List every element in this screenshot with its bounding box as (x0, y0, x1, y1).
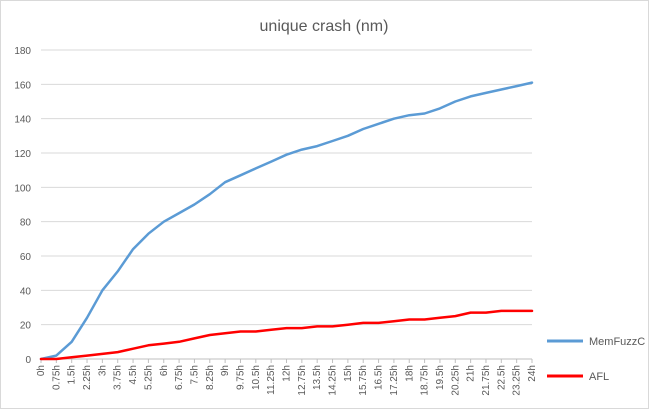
x-tick-label: 13.5h (312, 365, 323, 390)
x-tick-label: 4.5h (128, 365, 139, 384)
x-tick-label: 14.25h (328, 365, 339, 396)
x-tick-label: 6h (159, 365, 170, 376)
y-axis-ticks: 0 20 40 60 80 100 120 140 160 180 (14, 46, 31, 366)
x-tick-label: 21.75h (481, 365, 492, 396)
x-tick-label: 3h (97, 365, 108, 376)
x-tick-label: 1.5h (67, 365, 78, 384)
x-tick-label: 18.75h (420, 365, 431, 396)
x-tick-label: 9.75h (235, 365, 246, 390)
x-tick-label: 23.25h (512, 365, 523, 396)
chart-title: unique crash (nm) (260, 18, 389, 35)
x-tick-label: 11.25h (266, 365, 277, 395)
x-tick-label: 21h (466, 365, 477, 382)
x-tick-label: 18h (404, 365, 415, 382)
x-tick-label: 2.25h (82, 365, 93, 390)
legend: MemFuzzC AFL (547, 336, 645, 383)
x-tick-label: 8.25h (205, 365, 216, 390)
x-tick-label: 16.5h (374, 365, 385, 390)
x-tick-label: 24h (527, 365, 538, 382)
y-tick-label: 60 (20, 252, 32, 263)
x-tick-label: 15h (343, 365, 354, 382)
x-axis-ticks: 0h 0.75h 1.5h 2.25h 3h 3.75h 4.5h 5.25h 6h 6.75h 7… (36, 358, 538, 396)
x-tick-label: 0.75h (51, 365, 62, 390)
x-tick-label: 0h (36, 365, 47, 376)
y-tick-label: 0 (25, 355, 31, 366)
y-tick-label: 100 (14, 183, 31, 194)
legend-label: AFL (589, 371, 609, 383)
y-tick-label: 120 (14, 149, 31, 160)
series-lines (39, 81, 534, 361)
x-tick-label: 17.25h (389, 365, 400, 396)
x-tick-label: 10.5h (251, 365, 262, 390)
x-tick-label: 6.75h (174, 365, 185, 390)
x-tick-label: 20.25h (450, 365, 461, 396)
series-line-memfuzzc (39, 81, 534, 361)
series-line-afl (39, 309, 534, 361)
x-tick-label: 12.75h (297, 365, 308, 396)
gridlines (41, 49, 532, 360)
x-tick-label: 22.5h (496, 365, 507, 390)
x-tick-label: 3.75h (113, 365, 124, 390)
y-tick-label: 80 (20, 218, 32, 229)
y-tick-label: 140 (14, 115, 31, 126)
x-tick-label: 12h (282, 365, 293, 382)
y-tick-label: 40 (20, 286, 32, 297)
x-tick-label: 9h (220, 365, 231, 376)
legend-label: MemFuzzC (589, 336, 645, 348)
y-tick-label: 160 (14, 80, 31, 91)
x-tick-label: 7.5h (189, 365, 200, 384)
y-tick-label: 180 (14, 46, 31, 57)
x-tick-label: 5.25h (143, 365, 154, 390)
x-tick-label: 19.5h (435, 365, 446, 390)
y-tick-label: 20 (20, 321, 32, 332)
x-tick-label: 15.75h (358, 365, 369, 396)
